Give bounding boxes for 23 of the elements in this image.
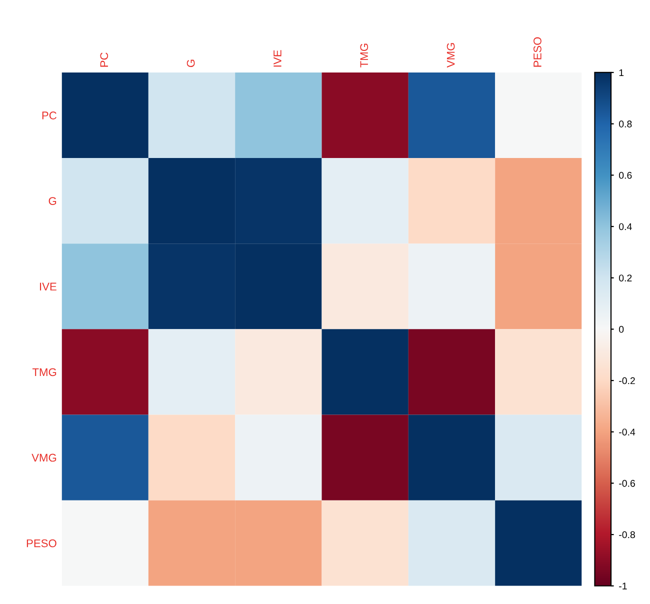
color-bar-label: 1: [619, 69, 624, 76]
y-tick-label: PC: [42, 112, 56, 120]
x-tick-label: TMG: [360, 44, 368, 68]
color-bar-label: 0: [619, 326, 624, 333]
color-bar-label: -0.2: [619, 377, 635, 384]
color-bar-label: 0.8: [619, 120, 632, 128]
x-tick-label: PESO: [534, 37, 542, 67]
color-bar-label: 0.6: [619, 172, 632, 179]
x-tick-label: PC: [100, 52, 108, 67]
color-bar-label: -0.8: [619, 531, 635, 538]
color-bar-label: -0.4: [619, 428, 636, 436]
color-bar-label: -0.6: [619, 480, 635, 487]
y-tick-label: VMG: [32, 454, 56, 462]
x-tick-label: VMG: [446, 43, 455, 68]
x-tick-label: IVE: [274, 50, 282, 67]
color-bar-label: 0.4: [619, 223, 632, 230]
y-tick-label: IVE: [40, 282, 56, 290]
y-tick-label: PESO: [26, 539, 56, 548]
x-tick-label: G: [186, 60, 195, 68]
color-bar-label: 0.2: [619, 274, 632, 282]
y-tick-label: G: [48, 197, 56, 205]
y-tick-label: TMG: [32, 368, 56, 376]
color-bar-label: -1: [619, 582, 627, 590]
